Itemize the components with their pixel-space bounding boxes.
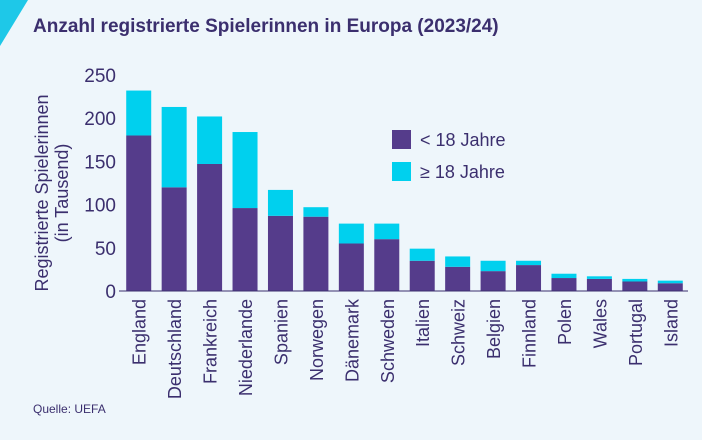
- x-tick-label: Wales: [590, 299, 610, 348]
- bar-finnland-over18: [516, 260, 542, 266]
- x-tick-label: Frankreich: [201, 299, 221, 384]
- bar-niederlande-over18: [232, 132, 258, 209]
- y-axis-ticks: 0 50 100 150 200 250: [84, 66, 116, 303]
- bar-schweiz-over18: [445, 256, 471, 267]
- bar-dänemark-over18: [338, 223, 364, 244]
- x-tick-label: Deutschland: [165, 299, 185, 399]
- x-tick-label: Niederlande: [236, 299, 256, 396]
- bar-island-under18: [657, 283, 683, 291]
- bar-frankreich-under18: [197, 163, 223, 291]
- x-tick-label: Spanien: [271, 299, 291, 365]
- legend-swatch: [392, 162, 411, 181]
- x-tick-label: Polen: [555, 299, 575, 345]
- legend-swatch: [392, 130, 411, 149]
- y-tick-label: 250: [84, 66, 116, 87]
- bar-wales-under18: [586, 278, 612, 291]
- corner-accent: [0, 0, 28, 46]
- y-tick-label: 100: [84, 196, 116, 217]
- x-tick-label: England: [130, 299, 150, 365]
- legend: < 18 Jahre ≥ 18 Jahre: [392, 130, 506, 182]
- bar-norwegen-over18: [303, 207, 329, 217]
- bar-polen-under18: [551, 278, 577, 291]
- bar-italien-under18: [409, 260, 435, 291]
- x-tick-label: Dänemark: [342, 298, 362, 382]
- y-axis-label-line: Registrierte Spielerinnen: [32, 94, 52, 291]
- x-tick-label: Island: [661, 299, 681, 347]
- bar-england-under18: [126, 135, 152, 291]
- bar-schweden-under18: [374, 239, 400, 291]
- bar-italien-over18: [409, 248, 435, 261]
- y-tick-label: 50: [95, 239, 116, 260]
- x-tick-label: Belgien: [484, 299, 504, 359]
- bar-schweden-over18: [374, 223, 400, 240]
- bar-deutschland-over18: [161, 106, 187, 188]
- bar-belgien-over18: [480, 260, 506, 272]
- x-tick-label: Norwegen: [307, 299, 327, 381]
- bar-deutschland-under18: [161, 187, 187, 291]
- y-tick-label: 200: [84, 109, 116, 130]
- x-tick-label: Schweiz: [449, 299, 469, 366]
- y-tick-label: 0: [105, 282, 116, 303]
- bar-spanien-under18: [267, 215, 293, 291]
- bar-belgien-under18: [480, 271, 506, 291]
- x-tick-label: Italien: [413, 299, 433, 347]
- bar-frankreich-over18: [197, 116, 223, 164]
- bar-norwegen-under18: [303, 216, 329, 291]
- bar-portugal-under18: [622, 281, 648, 291]
- legend-label: < 18 Jahre: [420, 130, 506, 150]
- bar-polen-over18: [551, 273, 577, 279]
- bar-dänemark-under18: [338, 243, 364, 291]
- y-tick-label: 150: [84, 152, 116, 173]
- bar-spanien-over18: [267, 189, 293, 216]
- bar-niederlande-under18: [232, 208, 258, 291]
- x-axis-ticks: England Deutschland Frankreich Niederlande S…: [130, 298, 682, 399]
- bar-island-over18: [657, 280, 683, 284]
- bar-portugal-over18: [622, 278, 648, 282]
- bar-england-over18: [126, 90, 152, 136]
- x-tick-label: Finnland: [520, 299, 540, 368]
- bars: [126, 90, 683, 291]
- y-axis-label: Registrierte Spielerinnen (in Tausend): [32, 94, 72, 291]
- chart-title: Anzahl registrierte Spielerinnen in Euro…: [33, 16, 499, 37]
- x-tick-label: Schweden: [378, 299, 398, 383]
- source-note: Quelle: UEFA: [33, 402, 106, 416]
- legend-label: ≥ 18 Jahre: [420, 162, 505, 182]
- y-axis-label-line: (in Tausend): [52, 144, 72, 243]
- bar-wales-over18: [586, 276, 612, 279]
- x-tick-label: Portugal: [626, 299, 646, 366]
- bar-schweiz-under18: [445, 266, 471, 291]
- bar-finnland-under18: [516, 265, 542, 291]
